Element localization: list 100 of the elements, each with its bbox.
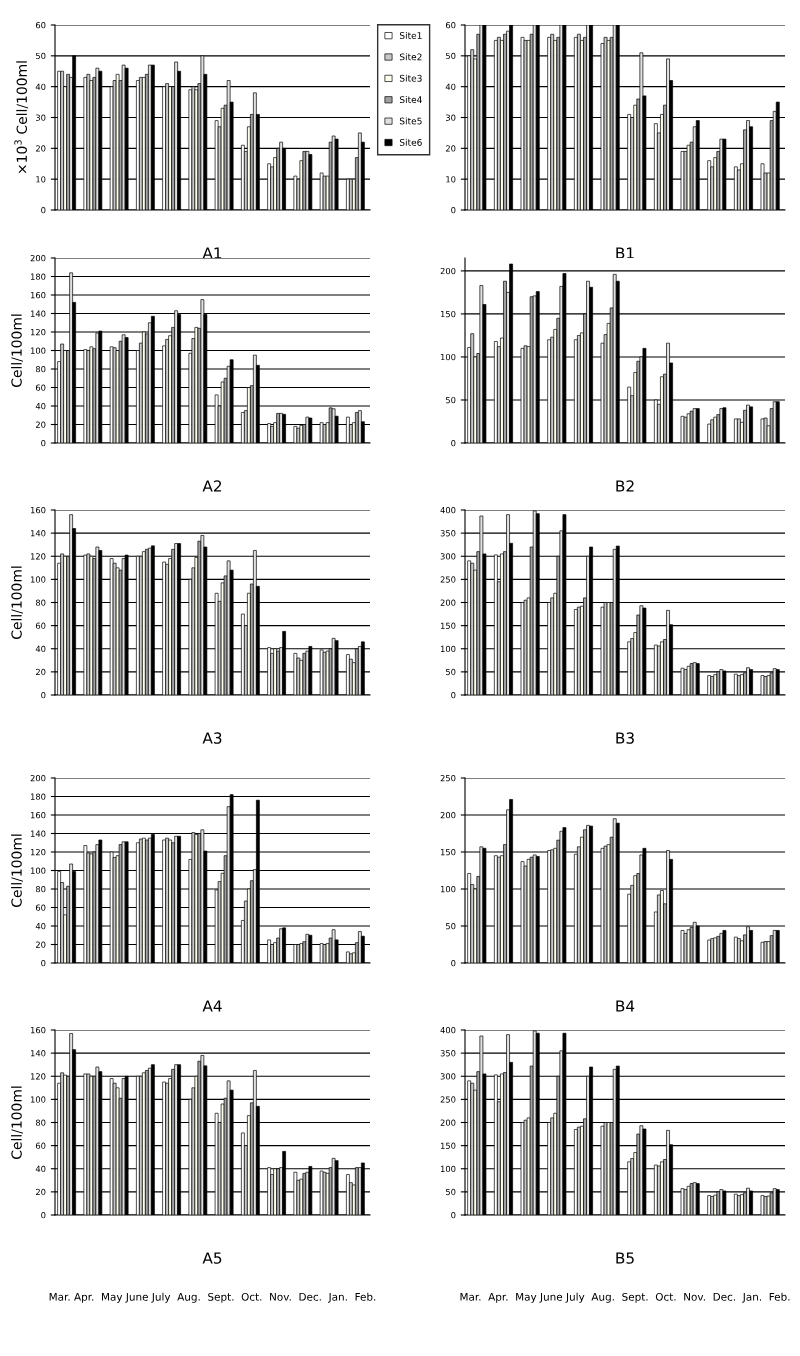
y-tick-label: 50	[446, 922, 456, 930]
y-tick-label: 150	[440, 310, 456, 318]
y-tick-label: 0	[41, 439, 46, 447]
y-tick-label: 60	[35, 384, 46, 391]
y-tick-label: 0	[41, 206, 46, 214]
y-tick-label: 400	[440, 1026, 456, 1034]
text: A4	[202, 1000, 222, 1012]
y-tick-label: 200	[440, 599, 456, 606]
y-tick-label: 160	[30, 291, 46, 299]
y-tick-label: 60	[35, 21, 46, 29]
y-tick-label: 20	[35, 941, 46, 948]
y-tick-label: 100	[30, 867, 46, 874]
legend-label: Site6	[399, 138, 422, 146]
y-tick-label: 140	[30, 310, 46, 317]
legend-label: Site5	[399, 117, 422, 125]
y-tick-label: 50	[446, 1188, 456, 1196]
y-tick-label: 80	[35, 1119, 46, 1126]
legend-label: Site3	[399, 74, 422, 82]
y-tick-label: 120	[30, 328, 46, 336]
y-tick-label: 140	[30, 530, 46, 537]
y-tick-label: 80	[35, 365, 46, 373]
text: A5	[202, 1252, 222, 1264]
y-tick-label: 140	[30, 1050, 46, 1057]
y-tick-label: 20	[35, 145, 46, 152]
y-tick-label: 180	[30, 793, 46, 800]
y-tick-label: 250	[440, 774, 456, 782]
y-tick-label: 200	[30, 254, 46, 262]
y-tick-label: 200	[440, 267, 456, 275]
text: B2	[616, 480, 634, 492]
y-tick-label: 250	[440, 576, 456, 583]
y-tick-label: 300	[440, 553, 456, 560]
y-tick-label: 0	[451, 959, 456, 967]
y-tick-label: 300	[440, 1073, 456, 1080]
y-tick-label: 0	[41, 691, 46, 699]
y-axis-title: Cell/100ml	[11, 834, 23, 907]
y-tick-label: 100	[440, 885, 456, 893]
y-axis-title: ×10$^{3}$ Cell/100ml	[14, 61, 29, 174]
y-tick-label: 60	[35, 622, 46, 629]
y-tick-label: 400	[440, 506, 456, 514]
y-tick-label: 50	[446, 668, 456, 676]
text: A2	[202, 480, 222, 492]
y-tick-label: 160	[30, 506, 46, 514]
y-tick-label: 200	[440, 1119, 456, 1126]
y-tick-label: 150	[440, 848, 456, 856]
text: B5	[616, 1252, 634, 1264]
y-tick-label: 30	[36, 114, 46, 121]
y-tick-label: 350	[440, 530, 456, 537]
y-tick-label: 80	[35, 599, 46, 606]
y-tick-label: 40	[35, 83, 46, 90]
text: A3	[202, 732, 222, 744]
y-tick-label: 100	[30, 576, 46, 583]
y-tick-label: 50	[446, 396, 456, 404]
text: Mar. Apr. May June July Aug. Sept. Oct. Nov. Dec. Jan. Feb.	[49, 1292, 376, 1303]
y-tick-label: 20	[35, 421, 46, 428]
legend-label: Site2	[399, 53, 422, 61]
y-tick-label: 60	[35, 904, 46, 911]
y-tick-label: 20	[445, 145, 456, 152]
legend-label: Site4	[399, 96, 422, 104]
y-tick-label: 0	[451, 1211, 456, 1219]
y-tick-label: 0	[451, 206, 456, 214]
y-tick-label: 40	[35, 402, 46, 410]
y-tick-label: 100	[30, 1096, 46, 1103]
y-tick-label: 30	[446, 114, 456, 121]
text: B3	[616, 732, 634, 744]
y-tick-label: 50	[36, 52, 46, 60]
y-tick-label: 0	[41, 959, 46, 967]
y-axis-title: Cell/100ml	[11, 1086, 23, 1159]
y-tick-label: 180	[30, 273, 46, 280]
y-tick-label: 20	[35, 1188, 46, 1196]
y-tick-label: 20	[35, 668, 46, 676]
y-tick-label: 120	[30, 1073, 46, 1080]
y-axis-title: Cell/100ml	[11, 566, 23, 639]
y-tick-label: 60	[35, 1142, 46, 1149]
y-tick-label: 350	[440, 1050, 456, 1057]
y-tick-label: 160	[30, 1026, 46, 1034]
y-tick-label: 250	[440, 1096, 456, 1103]
legend-label: Site1	[399, 31, 422, 39]
y-tick-label: 100	[440, 645, 456, 653]
y-tick-label: 100	[30, 347, 46, 354]
text: B4	[616, 1000, 635, 1012]
y-tick-label: 40	[35, 1165, 46, 1173]
y-tick-label: 80	[35, 885, 46, 893]
y-tick-label: 40	[35, 922, 46, 930]
y-tick-label: 200	[30, 774, 46, 782]
y-tick-label: 160	[30, 811, 46, 819]
y-tick-label: 40	[445, 83, 456, 90]
y-tick-label: 150	[440, 622, 456, 629]
text: Mar. Apr. May June July Aug. Sept. Oct. Nov. Dec. Jan. Feb.	[460, 1292, 790, 1303]
y-tick-label: 50	[446, 52, 456, 60]
y-tick-label: 0	[41, 1211, 46, 1219]
y-tick-label: 0	[451, 691, 456, 699]
y-tick-label: 150	[440, 1142, 456, 1149]
y-tick-label: 10	[446, 176, 456, 183]
y-tick-label: 0	[451, 439, 456, 447]
y-tick-label: 120	[30, 553, 46, 560]
y-tick-label: 200	[440, 811, 456, 819]
y-tick-label: 10	[36, 176, 46, 183]
y-tick-label: 40	[35, 645, 46, 653]
y-axis-title: Cell/100ml	[11, 314, 23, 387]
y-tick-label: 100	[440, 1165, 456, 1173]
